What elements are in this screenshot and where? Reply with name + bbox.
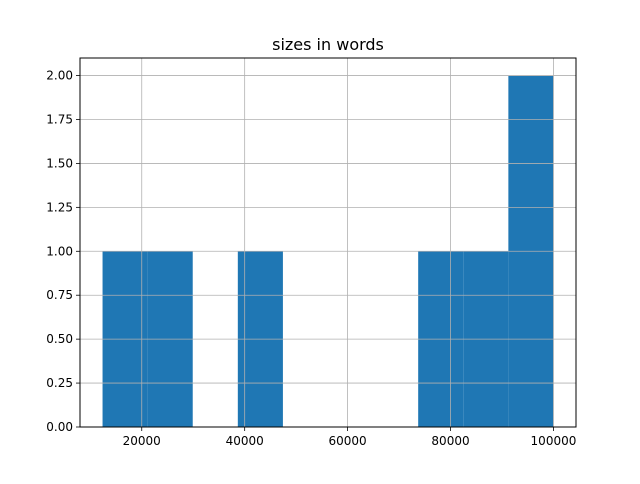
y-tick-label: 0.75 [46,288,73,302]
x-tick-label: 100000 [531,434,577,448]
y-tick-label: 1.50 [46,156,73,170]
x-tick-label: 40000 [226,434,264,448]
y-tick-label: 0.25 [46,376,73,390]
axes-frame [79,57,577,428]
y-tick-label: 1.75 [46,113,73,127]
x-tick-label: 60000 [329,434,367,448]
y-tick-label: 1.25 [46,200,73,214]
x-axis: 20000 40000 60000 80000 100000 [123,427,577,448]
chart-title: sizes in words [272,35,384,54]
y-tick-label: 2.00 [46,69,73,83]
x-tick-label: 20000 [123,434,161,448]
x-tick-label: 80000 [431,434,469,448]
y-tick-label: 0.50 [46,332,73,346]
y-axis: 0.00 0.25 0.50 0.75 1.00 1.25 1.50 1.75 2.00 [46,69,80,434]
y-tick-label: 1.00 [46,244,73,258]
y-tick-label: 0.00 [46,420,73,434]
